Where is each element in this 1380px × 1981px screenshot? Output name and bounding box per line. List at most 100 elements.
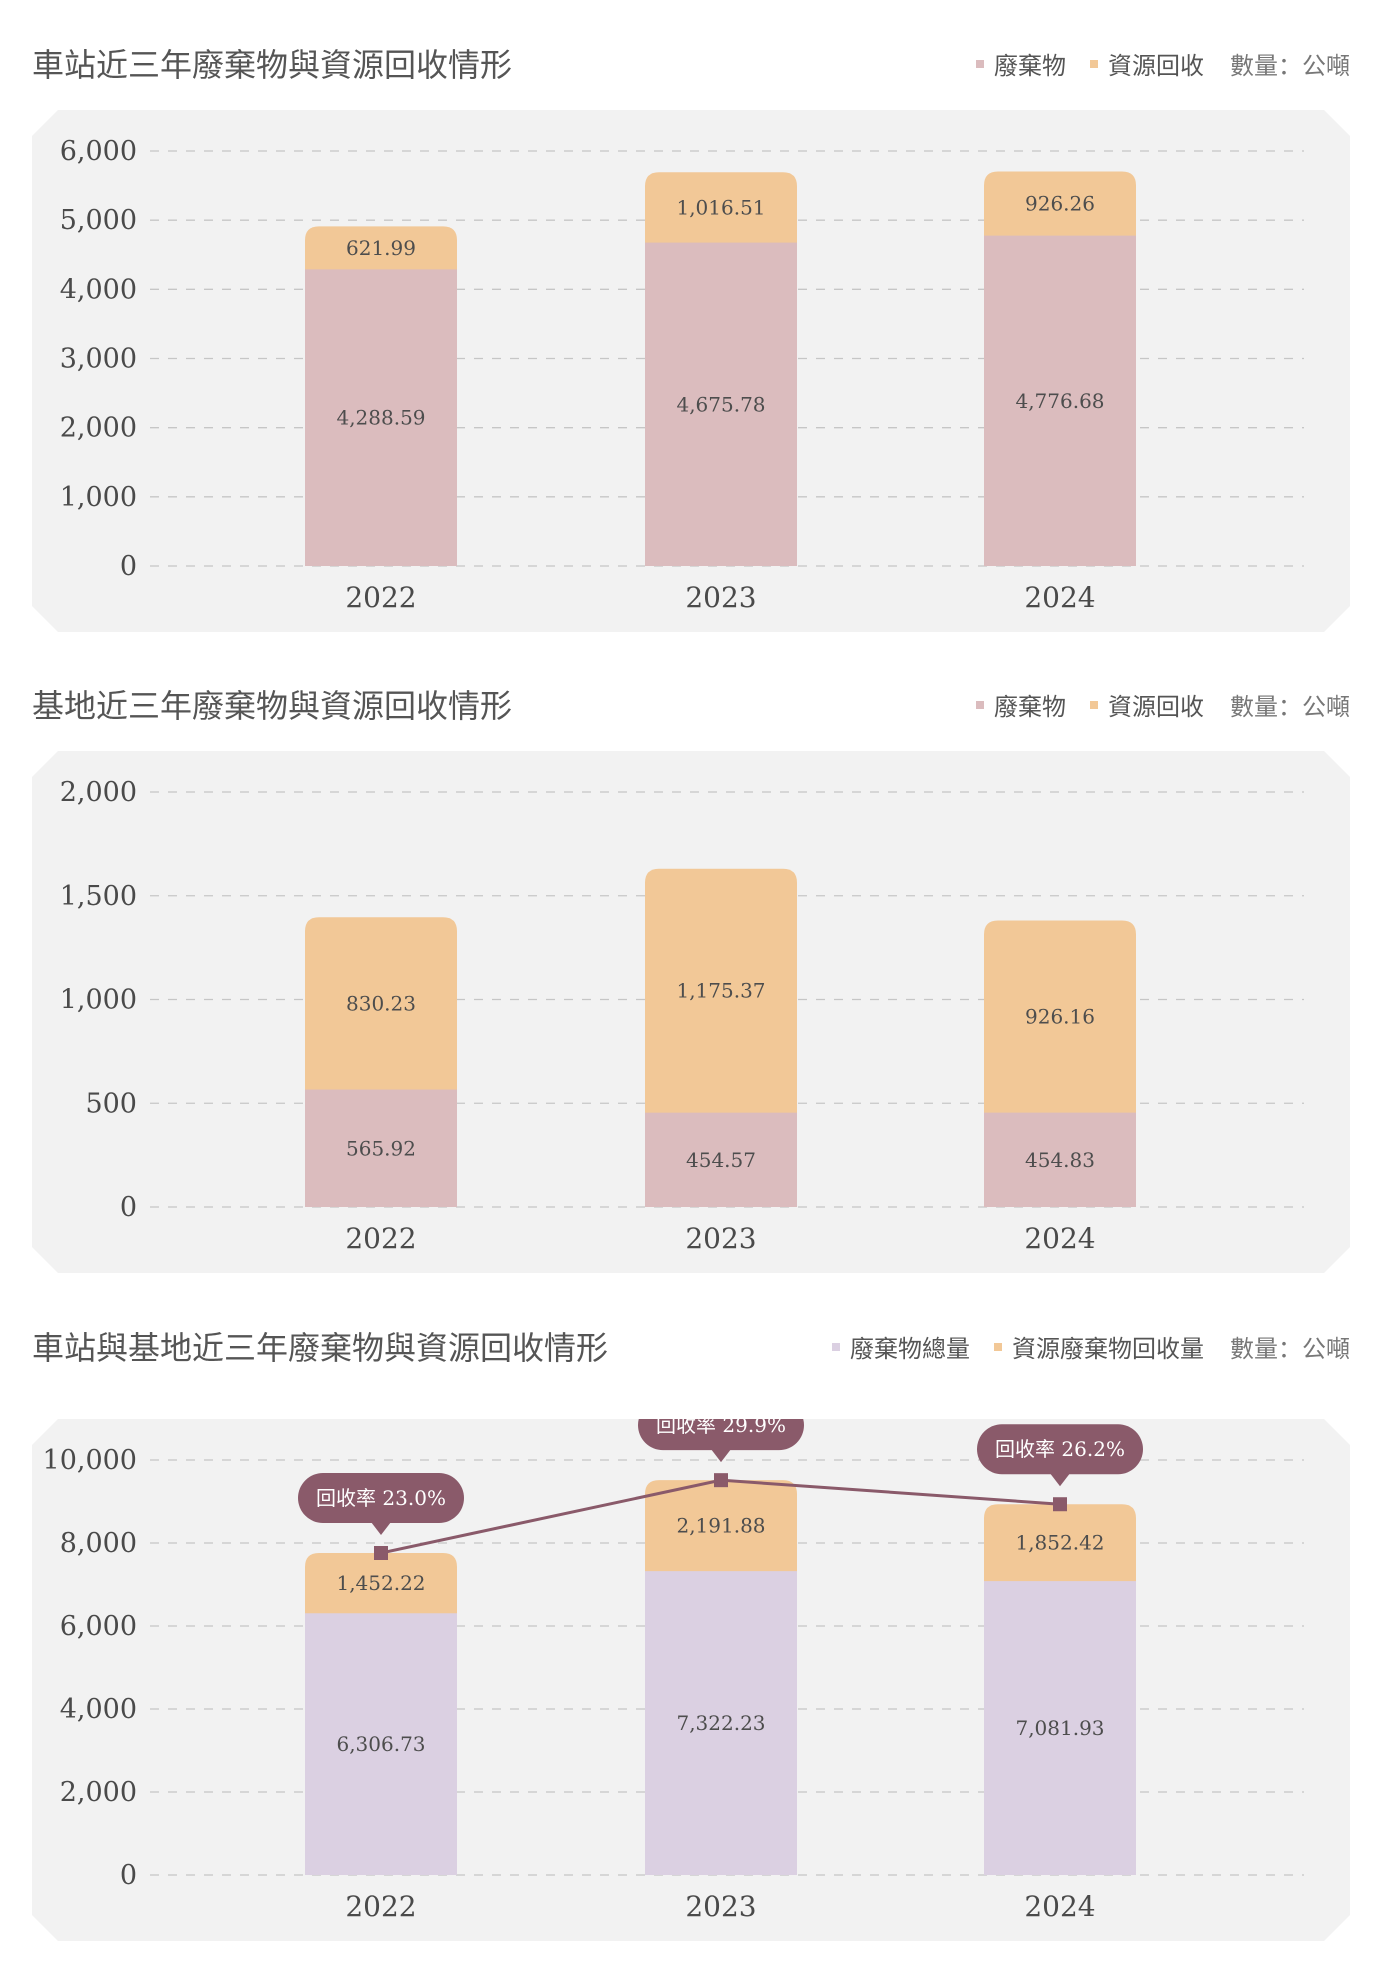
data-label: 7,081.93 <box>1015 1716 1104 1740</box>
legend-label-recycle: 資源回收 <box>1108 693 1204 721</box>
recovery-rate-callout <box>298 1473 464 1523</box>
data-label: 4,776.68 <box>1015 389 1104 413</box>
data-label: 926.16 <box>1025 1005 1095 1029</box>
chart-title: 車站與基地近三年廢棄物與資源回收情形 <box>32 1329 609 1367</box>
data-label: 565.92 <box>346 1136 416 1160</box>
y-tick-label: 1,000 <box>60 482 137 513</box>
bar-segment-waste <box>305 1090 457 1207</box>
data-label: 454.83 <box>1025 1148 1095 1172</box>
y-tick-label: 1,000 <box>60 985 137 1016</box>
data-label: 2,191.88 <box>676 1514 765 1538</box>
data-label: 621.99 <box>346 236 416 260</box>
data-label: 1,852.42 <box>1015 1531 1104 1555</box>
chart-title: 車站近三年廢棄物與資源回收情形 <box>32 46 513 84</box>
y-tick-label: 2,000 <box>60 413 137 444</box>
y-tick-label: 500 <box>85 1088 137 1119</box>
bar-segment-waste <box>984 1113 1136 1207</box>
legend-item-waste: 廢棄物 <box>976 46 1066 81</box>
chart-panel: 0 500 1,000 1,500 2,000 565.92 830.23 2022 454.5… <box>32 751 1350 1273</box>
data-label: 926.26 <box>1025 192 1095 216</box>
bar-segment-waste-total <box>645 1571 797 1875</box>
y-tick-label: 0 <box>120 1860 137 1891</box>
legend-swatch-recycle <box>1090 59 1098 68</box>
y-tick-label: 4,000 <box>60 1694 137 1725</box>
y-tick-label: 8,000 <box>60 1528 137 1559</box>
legend-item-recycle-total: 資源廢棄物回收量 <box>994 1329 1204 1364</box>
x-tick-label: 2023 <box>685 1890 756 1923</box>
legend-item-waste: 廢棄物 <box>976 687 1066 722</box>
legend-swatch-waste-total <box>832 1342 840 1351</box>
data-label: 830.23 <box>346 991 416 1015</box>
legend-item-recycle: 資源回收 <box>1090 46 1204 81</box>
y-tick-label: 2,000 <box>60 777 137 808</box>
bar-segment-waste-total <box>984 1581 1136 1875</box>
chart-panel: 0 2,000 4,000 6,000 8,000 10,000 6,306.73 1,452… <box>32 1419 1350 1941</box>
legend-swatch-waste <box>976 700 984 709</box>
y-tick-label: 6,000 <box>60 1611 137 1642</box>
data-label: 6,306.73 <box>336 1732 425 1756</box>
x-tick-label: 2022 <box>345 1890 416 1923</box>
data-label: 1,175.37 <box>676 979 765 1003</box>
recovery-rate-label-text: 回收率 <box>656 1419 722 1437</box>
y-tick-label: 3,000 <box>60 344 137 375</box>
data-label: 1,016.51 <box>676 195 765 219</box>
recovery-rate-callout-pointer <box>711 1449 731 1462</box>
y-tick-label: 1,500 <box>60 881 137 912</box>
x-tick-label: 2022 <box>345 581 416 614</box>
units-label: 數量：公噸 <box>1230 1335 1350 1363</box>
bar-chart-station: 0 1,000 2,000 3,000 4,000 5,000 6,000 4,288.59 6… <box>32 110 1350 632</box>
chart-legend: 廢棄物 資源回收 數量：公噸 <box>952 687 1350 722</box>
recovery-rate-label: 回收率 29.9% <box>656 1419 786 1437</box>
bar-segment-waste <box>645 1113 797 1207</box>
recovery-rate-label: 回收率 26.2% <box>995 1437 1125 1461</box>
data-label: 1,452.22 <box>336 1571 425 1595</box>
legend-label-recycle-total: 資源廢棄物回收量 <box>1012 1335 1204 1363</box>
legend-swatch-recycle-total <box>994 1342 1002 1351</box>
recovery-rate-value: 23.0% <box>382 1486 446 1510</box>
data-label: 4,288.59 <box>336 406 425 430</box>
bar-segment-waste <box>984 236 1136 566</box>
recovery-rate-value: 26.2% <box>1061 1437 1125 1461</box>
recovery-rate-callout <box>977 1424 1143 1474</box>
y-tick-label: 0 <box>120 551 137 582</box>
bar-segment-waste <box>645 243 797 566</box>
x-tick-label: 2022 <box>345 1222 416 1255</box>
data-label: 4,675.78 <box>676 392 765 416</box>
bar-segment-waste <box>305 269 457 566</box>
y-tick-label: 6,000 <box>60 136 137 167</box>
units-label: 數量：公噸 <box>1230 693 1350 721</box>
recovery-rate-marker <box>714 1473 728 1487</box>
x-tick-label: 2024 <box>1024 581 1095 614</box>
legend-label-waste-total: 廢棄物總量 <box>850 1335 970 1363</box>
chart-legend: 廢棄物 資源回收 數量：公噸 <box>952 46 1350 81</box>
recovery-rate-callout-pointer <box>1050 1473 1070 1486</box>
legend-swatch-waste <box>976 59 984 68</box>
recovery-rate-marker <box>374 1546 388 1560</box>
y-tick-label: 5,000 <box>60 205 137 236</box>
recovery-rate-callout-pointer <box>371 1522 391 1535</box>
y-tick-label: 10,000 <box>43 1445 137 1476</box>
legend-label-waste: 廢棄物 <box>994 693 1066 721</box>
recovery-rate-label-text: 回收率 <box>316 1486 382 1510</box>
x-tick-label: 2024 <box>1024 1222 1095 1255</box>
recovery-rate-value: 29.9% <box>722 1419 786 1437</box>
legend-item-waste-total: 廢棄物總量 <box>832 1329 970 1364</box>
recovery-rate-marker <box>1053 1497 1067 1511</box>
legend-swatch-recycle <box>1090 700 1098 709</box>
x-tick-label: 2023 <box>685 1222 756 1255</box>
y-tick-label: 0 <box>120 1192 137 1223</box>
recovery-rate-label: 回收率 23.0% <box>316 1486 446 1510</box>
x-tick-label: 2024 <box>1024 1890 1095 1923</box>
legend-label-recycle: 資源回收 <box>1108 52 1204 80</box>
x-tick-label: 2023 <box>685 581 756 614</box>
bar-chart-base: 0 500 1,000 1,500 2,000 565.92 830.23 2022 454.5… <box>32 751 1350 1273</box>
bar-segment-waste-total <box>305 1613 457 1875</box>
data-label: 454.57 <box>686 1148 756 1172</box>
chart-legend: 廢棄物總量 資源廢棄物回收量 數量：公噸 <box>808 1329 1350 1364</box>
y-tick-label: 2,000 <box>60 1777 137 1808</box>
units-label: 數量：公噸 <box>1230 52 1350 80</box>
bar-chart-combined: 0 2,000 4,000 6,000 8,000 10,000 6,306.73 1,452… <box>32 1419 1350 1941</box>
y-tick-label: 4,000 <box>60 274 137 305</box>
chart-title: 基地近三年廢棄物與資源回收情形 <box>32 687 513 725</box>
chart-panel: 0 1,000 2,000 3,000 4,000 5,000 6,000 4,288.59 6… <box>32 110 1350 632</box>
